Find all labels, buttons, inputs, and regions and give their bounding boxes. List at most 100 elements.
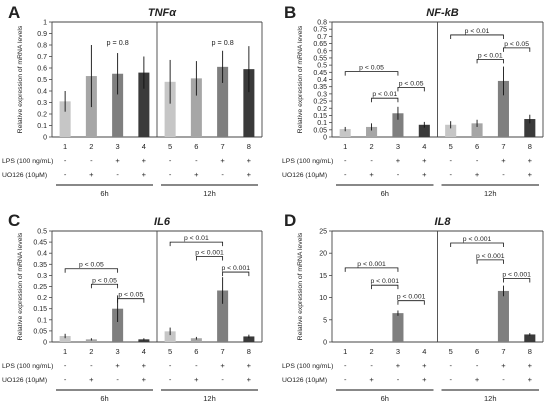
y-tick-label: 0 — [323, 340, 327, 347]
significance-bracket — [476, 259, 504, 264]
x-tick-label: 4 — [142, 142, 146, 151]
p-value-annotation: p = 0.8 — [107, 38, 129, 47]
uo126-sign: + — [142, 170, 147, 179]
significance-label: p < 0.05 — [504, 41, 529, 48]
y-tick-label: 0.2 — [317, 106, 327, 113]
time-group-label: 6h — [100, 189, 108, 198]
uo126-sign: + — [528, 375, 533, 384]
y-axis-label: Relative expression of mRNA levels — [17, 25, 24, 133]
x-tick-label: 1 — [343, 347, 347, 356]
bar — [524, 334, 536, 342]
uo126-sign: + — [369, 170, 374, 179]
significance-bracket — [503, 278, 531, 283]
lps-sign: + — [220, 156, 225, 165]
uo126-sign: + — [89, 170, 94, 179]
lps-sign: + — [247, 361, 252, 370]
significance-label: p < 0.001 — [221, 265, 250, 272]
bar — [497, 80, 509, 137]
significance-label: p < 0.01 — [465, 28, 490, 35]
bar — [471, 123, 483, 137]
significance-bracket — [371, 284, 399, 290]
bar — [243, 336, 255, 342]
y-tick-label: 0 — [43, 135, 47, 142]
significance-bracket — [344, 71, 399, 76]
significance-label: p < 0.001 — [370, 278, 399, 285]
y-tick-label: 0.1 — [37, 123, 47, 130]
y-tick-label: 0.35 — [33, 262, 47, 269]
bar — [243, 69, 255, 137]
bar — [366, 126, 378, 137]
bar — [112, 73, 124, 137]
significance-bracket — [450, 34, 504, 39]
uo126-row-label: UO126 (10μM) — [2, 172, 47, 179]
y-tick-label: 0.15 — [33, 306, 47, 313]
y-axis-label: Relative expression of mRNA levels — [297, 25, 304, 133]
lps-sign: + — [528, 361, 533, 370]
y-tick-label: 0.25 — [33, 284, 47, 291]
time-group-label: 6h — [381, 189, 389, 198]
y-tick-label: 0.3 — [317, 91, 327, 98]
panel-letter: C — [8, 211, 20, 230]
significance-label: p < 0.001 — [502, 272, 531, 279]
lps-sign: + — [528, 156, 533, 165]
uo126-sign: - — [221, 170, 224, 179]
significance-bracket — [397, 300, 425, 305]
x-tick-label: 6 — [475, 347, 479, 356]
y-tick-label: 0.5 — [37, 229, 47, 236]
significance-bracket — [344, 267, 399, 272]
uo126-sign: + — [422, 170, 427, 179]
x-tick-label: 2 — [369, 142, 373, 151]
lps-sign: + — [396, 361, 401, 370]
chart-title: TNFα — [148, 7, 177, 19]
x-tick-label: 8 — [528, 347, 532, 356]
bar — [59, 336, 71, 342]
lps-sign: + — [142, 361, 147, 370]
chart-title: IL6 — [154, 216, 171, 228]
x-tick-label: 4 — [422, 142, 426, 151]
y-tick-label: 0.3 — [37, 100, 47, 107]
uo126-sign: + — [369, 375, 374, 384]
uo126-sign: - — [397, 375, 400, 384]
y-tick-label: 0.45 — [313, 70, 327, 77]
bar — [497, 290, 509, 342]
y-tick-label: 0.2 — [37, 295, 47, 302]
y-tick-label: 1 — [43, 20, 47, 27]
significance-bracket — [371, 97, 399, 103]
significance-bracket — [450, 242, 504, 247]
bar — [164, 81, 176, 137]
uo126-sign: - — [169, 375, 172, 384]
lps-sign: - — [64, 156, 67, 165]
significance-bracket — [397, 87, 425, 92]
x-tick-label: 7 — [221, 347, 225, 356]
bar — [59, 101, 71, 137]
x-tick-label: 8 — [247, 347, 251, 356]
lps-sign: + — [501, 361, 506, 370]
y-tick-label: 0.2 — [37, 112, 47, 119]
lps-sign: + — [247, 156, 252, 165]
x-tick-label: 3 — [396, 142, 400, 151]
lps-row-label: LPS (100 ng/mL) — [2, 363, 53, 370]
bar — [392, 113, 404, 137]
significance-label: p < 0.001 — [397, 294, 426, 301]
uo126-sign: + — [528, 170, 533, 179]
uo126-row-label: UO126 (10μM) — [282, 377, 327, 384]
bar — [164, 331, 176, 342]
time-group-label: 12h — [484, 189, 497, 198]
x-tick-label: 5 — [449, 347, 453, 356]
x-tick-label: 4 — [422, 347, 426, 356]
x-tick-label: 3 — [116, 347, 120, 356]
y-tick-label: 0.1 — [317, 120, 327, 127]
lps-sign: - — [449, 156, 452, 165]
significance-bracket — [64, 268, 119, 273]
y-tick-label: 0.3 — [37, 273, 47, 280]
x-tick-label: 5 — [168, 142, 172, 151]
uo126-sign: - — [116, 170, 119, 179]
lps-sign: + — [115, 156, 120, 165]
uo126-sign: - — [221, 375, 224, 384]
bar — [392, 313, 404, 342]
uo126-sign: - — [502, 170, 505, 179]
significance-label: p < 0.05 — [359, 65, 384, 72]
lps-sign: - — [169, 361, 172, 370]
y-tick-label: 0.65 — [313, 41, 327, 48]
